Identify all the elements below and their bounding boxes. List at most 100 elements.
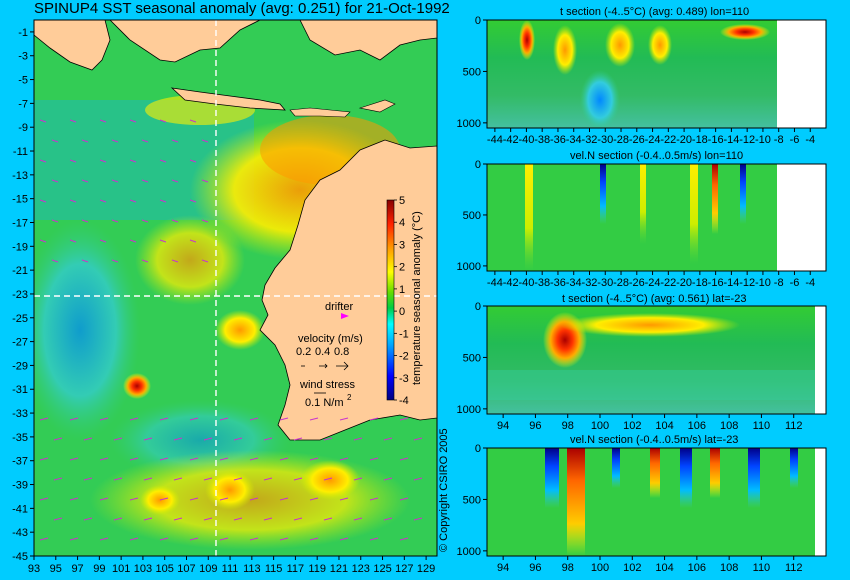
map-y-tick-label: -11 bbox=[13, 146, 28, 158]
map-legend: drifter velocity (m/s) 0.2 0.4 0.8 wind … bbox=[296, 301, 363, 409]
west-cool-patch bbox=[34, 220, 140, 440]
colorbar-tick-label: 3 bbox=[399, 239, 405, 251]
vector-arrow bbox=[369, 457, 379, 461]
vector-arrow bbox=[323, 517, 333, 521]
panel1-x-tick-label: -16 bbox=[708, 134, 724, 146]
panel1-warm-core-4 bbox=[648, 25, 672, 65]
vector-arrow bbox=[369, 417, 379, 421]
panel3-x-tick-label: 98 bbox=[562, 420, 574, 432]
panel2-stripe-5 bbox=[712, 164, 718, 234]
colorbar: 5 4 3 2 1 0 -1 -2 -3 -4 temperature seasonal anom… bbox=[386, 195, 423, 407]
panel1-warm-core-1 bbox=[519, 20, 535, 60]
panel4-stripe-8 bbox=[790, 448, 798, 488]
vector-arrow bbox=[99, 417, 109, 421]
vector-arrow bbox=[413, 437, 423, 441]
eddy-4 bbox=[300, 460, 360, 500]
panel4-x-tick-label: 108 bbox=[720, 562, 738, 574]
vector-arrow bbox=[129, 199, 137, 203]
vector-arrow bbox=[111, 139, 119, 143]
vector-arrow bbox=[81, 139, 89, 143]
map-y-tick-label: -37 bbox=[12, 456, 28, 468]
vector-arrow bbox=[39, 239, 47, 243]
vector-arrow bbox=[353, 477, 363, 481]
panel1-x-tick-label: -12 bbox=[739, 134, 755, 146]
colorbar-tick-label: 0 bbox=[399, 306, 405, 318]
section-panel-4: vel.N section (-0.4..0.5m/s) lat=-23 94 9… bbox=[457, 434, 827, 574]
vector-arrow bbox=[99, 199, 107, 203]
panel1-x-tick-label: -14 bbox=[723, 134, 739, 146]
panel2-y-tick-label: 1000 bbox=[457, 261, 481, 273]
panel1-x-tick-label: -32 bbox=[582, 134, 598, 146]
vector-arrow bbox=[69, 457, 79, 461]
panel4-x-tick-label: 106 bbox=[688, 562, 706, 574]
map-y-tick-label: -5 bbox=[18, 75, 28, 87]
panel1-warm-core-3 bbox=[605, 23, 635, 67]
vector-arrow bbox=[141, 179, 149, 183]
section-panel-1: t section (-4..5°C) (avg: 0.489) lon=110… bbox=[457, 6, 827, 146]
vector-arrow bbox=[339, 497, 349, 501]
vector-arrow bbox=[369, 497, 379, 501]
vector-arrow bbox=[399, 457, 409, 461]
panel2-x-tick-label: -14 bbox=[723, 277, 739, 289]
map-x-tick-label: 125 bbox=[373, 563, 391, 575]
vector-arrow bbox=[249, 497, 259, 501]
panel4-x-tick-label: 110 bbox=[753, 562, 771, 574]
map-y-tick-label: -29 bbox=[12, 360, 28, 372]
panel3-y-tick-label: 500 bbox=[463, 352, 481, 364]
panel2-x-tick-label: -20 bbox=[676, 277, 692, 289]
vector-arrow bbox=[353, 437, 363, 441]
vector-arrow bbox=[323, 477, 333, 481]
vector-arrow bbox=[113, 437, 123, 441]
panel3-cool-band bbox=[487, 370, 815, 400]
map-x-tick-label: 121 bbox=[330, 563, 348, 575]
map-y-tick-label: -13 bbox=[12, 170, 28, 182]
vector-arrow bbox=[383, 517, 393, 521]
map-x-tick-label: 99 bbox=[93, 563, 105, 575]
panel1-x-tick-label: -6 bbox=[790, 134, 800, 146]
vector-arrow bbox=[143, 437, 153, 441]
section-panel-3: t section (-4..5°C) (avg: 0.561) lat=-23… bbox=[457, 293, 827, 432]
vector-arrow bbox=[113, 477, 123, 481]
vector-arrow bbox=[309, 417, 319, 421]
panel2-x-tick-label: -36 bbox=[550, 277, 566, 289]
panel4-stripe-6 bbox=[710, 448, 720, 498]
panel3-frame bbox=[486, 305, 827, 415]
wind-vectors bbox=[39, 119, 423, 541]
vector-arrow bbox=[309, 457, 319, 461]
vector-arrow bbox=[99, 457, 109, 461]
vector-arrow bbox=[113, 517, 123, 521]
vector-arrow bbox=[143, 477, 153, 481]
panel1-x-tick-label: -18 bbox=[692, 134, 708, 146]
map-x-tick-label: 113 bbox=[243, 563, 261, 575]
wind-stress-value: 0.1 N/m bbox=[305, 397, 344, 409]
panel4-axes: 94 96 98 100 102 104 106 108 110 112 0 500 1000 bbox=[457, 443, 803, 574]
vector-arrow bbox=[219, 457, 229, 461]
map-x-tick-label: 111 bbox=[222, 563, 239, 575]
panel4-x-tick-label: 102 bbox=[623, 562, 641, 574]
vector-arrow bbox=[171, 179, 179, 183]
panel1-x-tick-label: -22 bbox=[660, 134, 676, 146]
vector-arrow bbox=[83, 517, 93, 521]
vector-arrow bbox=[159, 417, 169, 421]
panel4-stripe-2 bbox=[567, 448, 585, 556]
panel2-x-tick-label: -44 bbox=[487, 277, 503, 289]
vector-arrow bbox=[233, 477, 243, 481]
vector-arrow bbox=[219, 537, 229, 541]
panel1-x-tick-label: -42 bbox=[503, 134, 519, 146]
panel2-x-tick-label: -22 bbox=[660, 277, 676, 289]
vector-arrow bbox=[201, 179, 209, 183]
main-title: SPINUP4 SST seasonal anomaly (avg: 0.251… bbox=[34, 0, 450, 17]
panel2-x-tick-label: -10 bbox=[755, 277, 771, 289]
panel2-x-tick-label: -34 bbox=[566, 277, 582, 289]
vector-arrow bbox=[39, 417, 49, 421]
vector-arrow bbox=[39, 537, 49, 541]
map-x-tick-label: 115 bbox=[265, 563, 283, 575]
panel2-field bbox=[487, 164, 777, 271]
vector-arrow bbox=[399, 497, 409, 501]
panel1-x-tick-label: -20 bbox=[676, 134, 692, 146]
colorbar-tick-label: 1 bbox=[399, 284, 405, 296]
eddy-1 bbox=[215, 310, 265, 350]
central-warm-patch bbox=[135, 215, 245, 305]
vector-arrow bbox=[189, 537, 199, 541]
